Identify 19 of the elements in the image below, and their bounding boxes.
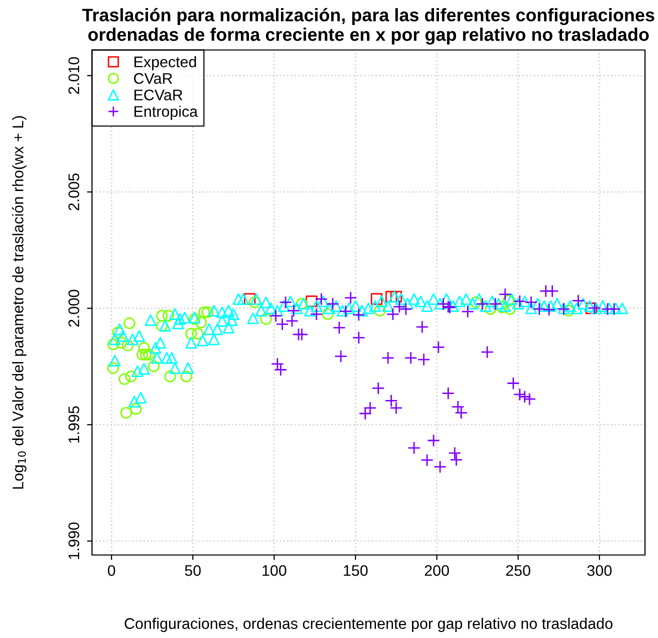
x-tick-label: 50 [184, 565, 201, 576]
y-tick-label: 1.995 [68, 406, 80, 443]
x-tick-label: 200 [424, 565, 449, 576]
y-tick-label: 2.010 [68, 57, 80, 94]
legend-label: Expected [134, 56, 196, 70]
x-tick-label: 0 [108, 565, 116, 576]
chart-title: Traslación para normalización, para las diferentes configuraciones ordenadas de forma creciente en x por gap relativo no trasladado [82, 8, 654, 45]
x-tick-label: 150 [344, 565, 368, 576]
y-tick-label: 2.005 [68, 173, 80, 210]
y-tick-label: 2.000 [68, 290, 80, 327]
x-tick-label: 250 [506, 565, 530, 576]
x-tick-label: 300 [587, 565, 612, 576]
x-axis-title: Configuraciones, ordenas crecientemente por gap relativo no trasladado [124, 618, 612, 632]
legend-label: ECVaR [134, 90, 182, 100]
x-tick-label: 100 [262, 565, 286, 576]
y-axis-title: Log$_{10}$ del Valor del parametro de traslación rho(wx + L) [12, 116, 26, 489]
legend-label: Entropica [134, 106, 198, 120]
legend-label: CVaR [134, 73, 172, 84]
y-tick-label: 1.990 [68, 522, 80, 559]
